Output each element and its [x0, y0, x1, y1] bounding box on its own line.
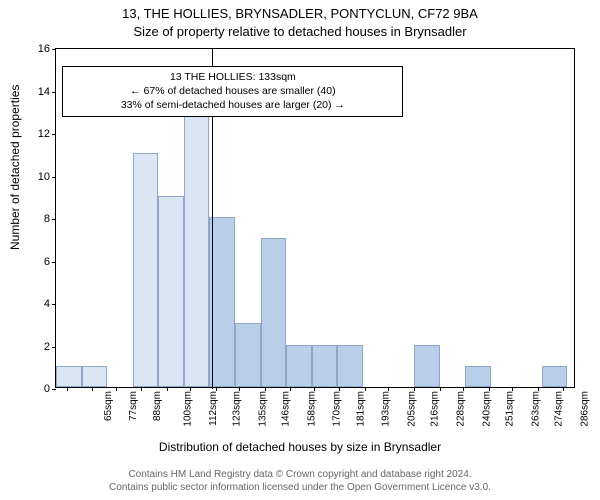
chart-plot-area: 024681012141665sqm77sqm88sqm100sqm112sqm… — [55, 48, 575, 388]
y-tick-label: 0 — [44, 383, 50, 395]
y-tick-label: 14 — [38, 86, 50, 98]
x-tick-label: 100sqm — [177, 391, 194, 427]
annotation-line-1: 13 THE HOLLIES: 133sqm — [67, 70, 398, 84]
footer-line-2: Contains public sector information licen… — [0, 481, 600, 494]
x-tick-label: 65sqm — [97, 391, 114, 421]
x-tick-label: 181sqm — [349, 391, 366, 427]
histogram-bar — [235, 323, 261, 387]
x-tick-label: 251sqm — [499, 391, 516, 427]
x-axis-label: Distribution of detached houses by size … — [0, 440, 600, 454]
y-tick-label: 12 — [38, 128, 50, 140]
y-tick-label: 10 — [38, 171, 50, 183]
annotation-box: 13 THE HOLLIES: 133sqm← 67% of detached … — [62, 66, 403, 117]
histogram-bar — [82, 366, 108, 387]
x-tick-label: 240sqm — [475, 391, 492, 427]
histogram-bar — [542, 366, 568, 387]
histogram-bar — [465, 366, 491, 387]
x-tick-label: 193sqm — [375, 391, 392, 427]
y-tick-label: 8 — [44, 213, 50, 225]
annotation-line-3: 33% of semi-detached houses are larger (… — [67, 98, 398, 112]
histogram-bar — [56, 366, 82, 387]
chart-title-line2: Size of property relative to detached ho… — [0, 24, 600, 39]
x-tick-label: 77sqm — [122, 391, 139, 421]
histogram-bar — [184, 111, 210, 387]
chart-title-line1: 13, THE HOLLIES, BRYNSADLER, PONTYCLUN, … — [0, 6, 600, 21]
histogram-bar — [414, 345, 440, 388]
histogram-bar — [209, 217, 235, 387]
x-tick-label: 112sqm — [202, 391, 219, 426]
chart-footer: Contains HM Land Registry data © Crown c… — [0, 468, 600, 494]
annotation-line-2: ← 67% of detached houses are smaller (40… — [67, 84, 398, 98]
y-axis-label: Number of detached properties — [8, 85, 22, 250]
x-tick-label: 123sqm — [226, 391, 243, 427]
x-tick-label: 146sqm — [275, 391, 292, 427]
y-tick-label: 16 — [38, 43, 50, 55]
x-tick-label: 205sqm — [401, 391, 418, 427]
histogram-bar — [133, 153, 159, 387]
x-tick-label: 216sqm — [424, 391, 441, 427]
histogram-bar — [312, 345, 338, 388]
footer-line-1: Contains HM Land Registry data © Crown c… — [0, 468, 600, 481]
x-tick-label: 286sqm — [573, 391, 590, 427]
histogram-bar — [158, 196, 184, 387]
x-tick-label: 135sqm — [251, 391, 268, 427]
x-tick-label: 88sqm — [146, 391, 163, 421]
y-tick-label: 6 — [44, 256, 50, 268]
x-tick-label: 228sqm — [450, 391, 467, 427]
x-tick-label: 274sqm — [548, 391, 565, 427]
x-tick-label: 263sqm — [524, 391, 541, 427]
x-tick-label: 158sqm — [300, 391, 317, 427]
y-tick-label: 2 — [44, 341, 50, 353]
histogram-bar — [261, 238, 287, 387]
y-tick-label: 4 — [44, 298, 50, 310]
x-tick-label: 170sqm — [326, 391, 343, 427]
histogram-bar — [337, 345, 363, 388]
histogram-bar — [286, 345, 312, 388]
